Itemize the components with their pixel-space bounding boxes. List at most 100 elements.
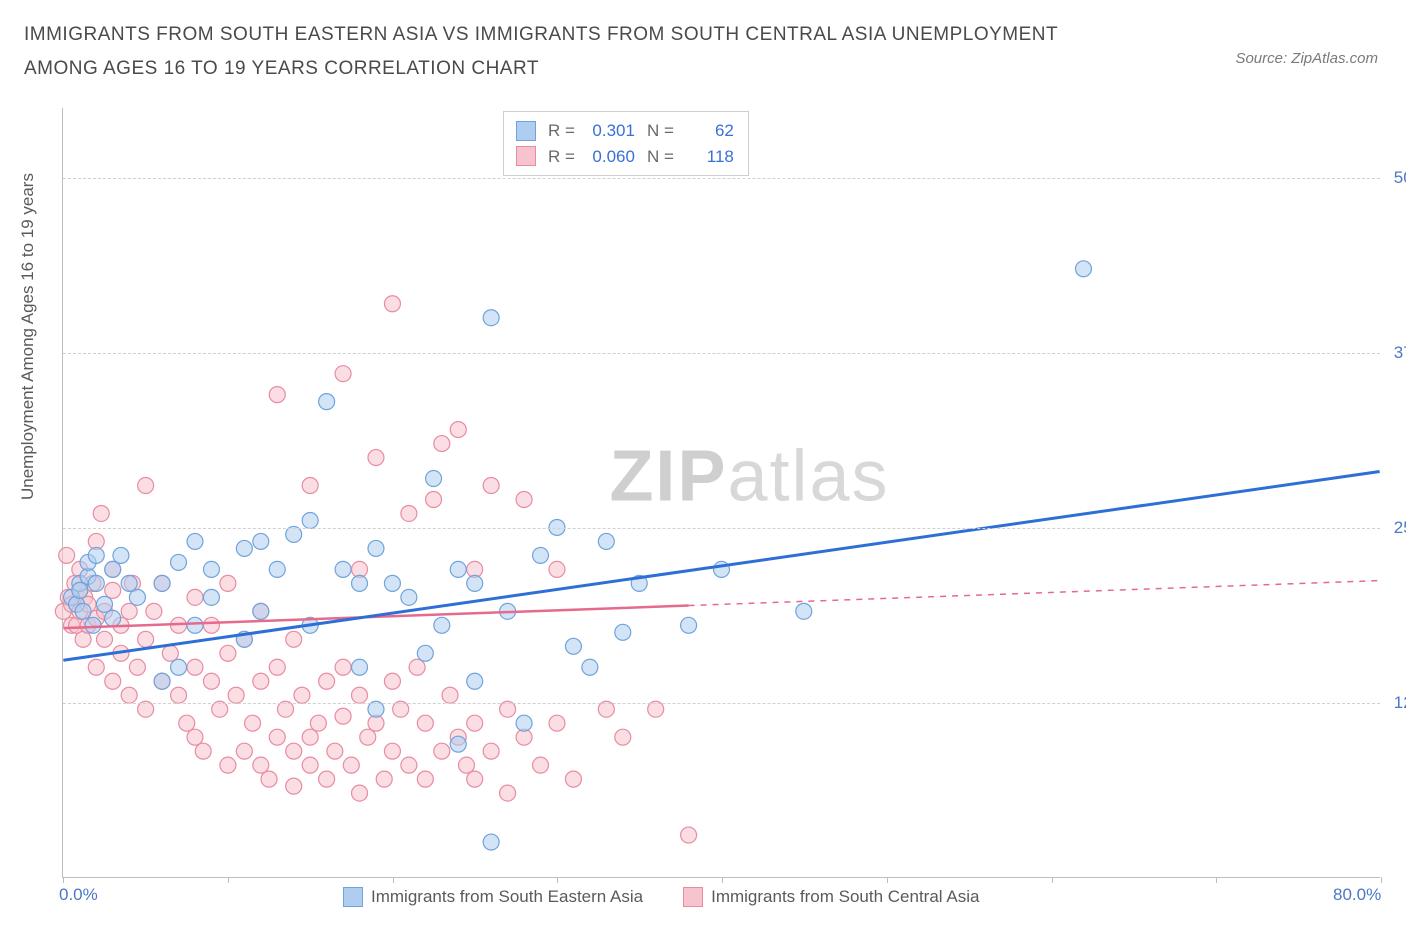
scatter-point xyxy=(203,617,219,633)
scatter-point xyxy=(343,757,359,773)
swatch-icon xyxy=(516,121,536,141)
scatter-point xyxy=(384,296,400,312)
scatter-point xyxy=(335,366,351,382)
scatter-point xyxy=(187,729,203,745)
scatter-point xyxy=(171,659,187,675)
r-label: R = xyxy=(548,144,575,170)
scatter-point xyxy=(426,471,442,487)
scatter-point xyxy=(162,645,178,661)
r-value: 0.060 xyxy=(585,144,635,170)
scatter-point xyxy=(121,575,137,591)
scatter-point xyxy=(467,575,483,591)
y-tick-label: 25.0% xyxy=(1384,518,1406,538)
scatter-point xyxy=(483,743,499,759)
scatter-point xyxy=(681,617,697,633)
scatter-point xyxy=(681,827,697,843)
x-tick-label: 0.0% xyxy=(59,885,98,905)
swatch-icon xyxy=(343,887,363,907)
chart-plot-area: ZIPatlas R = 0.301 N = 62 R = 0.060 N = … xyxy=(62,108,1380,878)
scatter-point xyxy=(269,729,285,745)
scatter-point xyxy=(220,645,236,661)
y-tick-label: 37.5% xyxy=(1384,343,1406,363)
x-tick xyxy=(722,877,723,883)
x-tick xyxy=(1216,877,1217,883)
scatter-point xyxy=(59,547,75,563)
scatter-point xyxy=(138,631,154,647)
scatter-point xyxy=(253,533,269,549)
scatter-point xyxy=(368,540,384,556)
scatter-point xyxy=(93,505,109,521)
scatter-point xyxy=(203,673,219,689)
scatter-point xyxy=(187,589,203,605)
legend-item: Immigrants from South Eastern Asia xyxy=(343,887,643,907)
scatter-point xyxy=(105,582,121,598)
r-value: 0.301 xyxy=(585,118,635,144)
scatter-point xyxy=(105,561,121,577)
scatter-point xyxy=(549,715,565,731)
scatter-point xyxy=(500,785,516,801)
scatter-point xyxy=(105,673,121,689)
gridline xyxy=(63,703,1380,704)
scatter-point xyxy=(269,561,285,577)
source-label: Source: ZipAtlas.com xyxy=(1235,50,1378,67)
y-axis-label: Unemployment Among Ages 16 to 19 years xyxy=(18,173,38,500)
scatter-point xyxy=(302,757,318,773)
scatter-point xyxy=(426,492,442,508)
scatter-point xyxy=(335,561,351,577)
chart-title: IMMIGRANTS FROM SOUTH EASTERN ASIA VS IM… xyxy=(24,18,1124,86)
scatter-point xyxy=(146,603,162,619)
swatch-icon xyxy=(516,146,536,166)
scatter-point xyxy=(319,771,335,787)
scatter-point xyxy=(129,659,145,675)
scatter-point xyxy=(302,512,318,528)
scatter-point xyxy=(417,715,433,731)
scatter-point xyxy=(335,659,351,675)
gridline xyxy=(63,178,1380,179)
scatter-point xyxy=(434,617,450,633)
scatter-point xyxy=(286,631,302,647)
x-tick xyxy=(1052,877,1053,883)
scatter-point xyxy=(384,673,400,689)
y-tick-label: 50.0% xyxy=(1384,168,1406,188)
scatter-point xyxy=(302,478,318,494)
scatter-point xyxy=(97,631,113,647)
scatter-point xyxy=(154,575,170,591)
scatter-point xyxy=(236,540,252,556)
scatter-point xyxy=(203,589,219,605)
scatter-point xyxy=(376,771,392,787)
scatter-point xyxy=(483,834,499,850)
scatter-point xyxy=(565,638,581,654)
scatter-point xyxy=(352,785,368,801)
scatter-point xyxy=(121,687,137,703)
scatter-point xyxy=(409,659,425,675)
scatter-point xyxy=(302,729,318,745)
scatter-point xyxy=(442,687,458,703)
scatter-point xyxy=(533,547,549,563)
legend-item: Immigrants from South Central Asia xyxy=(683,887,979,907)
scatter-point xyxy=(88,659,104,675)
scatter-point xyxy=(565,771,581,787)
scatter-point xyxy=(368,450,384,466)
scatter-point xyxy=(187,659,203,675)
scatter-point xyxy=(220,575,236,591)
scatter-point xyxy=(171,687,187,703)
chart-svg xyxy=(63,108,1380,877)
scatter-point xyxy=(195,743,211,759)
scatter-point xyxy=(483,478,499,494)
n-label: N = xyxy=(647,144,674,170)
scatter-point xyxy=(401,589,417,605)
stats-row: R = 0.060 N = 118 xyxy=(516,144,734,170)
scatter-point xyxy=(236,743,252,759)
scatter-point xyxy=(417,645,433,661)
swatch-icon xyxy=(683,887,703,907)
scatter-point xyxy=(88,575,104,591)
scatter-point xyxy=(467,715,483,731)
scatter-point xyxy=(97,596,113,612)
scatter-point xyxy=(335,708,351,724)
scatter-point xyxy=(171,554,187,570)
scatter-point xyxy=(220,757,236,773)
scatter-point xyxy=(352,659,368,675)
regression-line-dashed xyxy=(689,581,1380,606)
scatter-point xyxy=(384,575,400,591)
scatter-point xyxy=(516,715,532,731)
